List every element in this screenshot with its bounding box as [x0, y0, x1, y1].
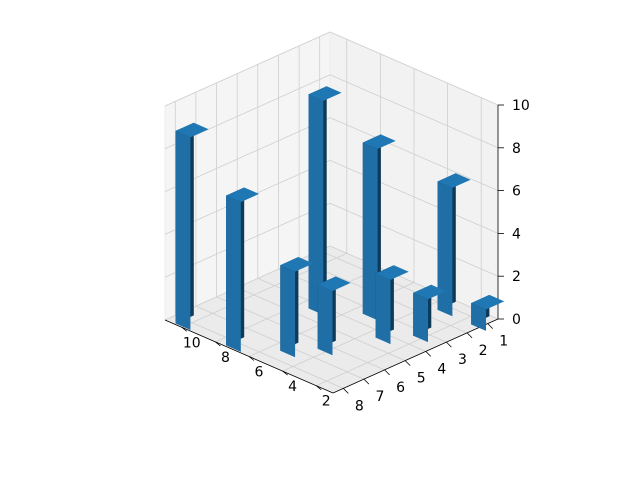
- bar: [437, 173, 471, 317]
- z-axis-tick-label: 4: [512, 226, 521, 242]
- bar-top-face: [308, 86, 342, 101]
- z-axis-tick-label: 0: [512, 312, 521, 328]
- grid-line: [175, 315, 344, 389]
- bar-top-face: [280, 257, 314, 272]
- bar: [362, 134, 396, 321]
- right-axis-tick-label: 3: [458, 352, 467, 368]
- grid-line: [164, 31, 331, 107]
- tick-mark: [425, 351, 432, 357]
- bar-front-face: [226, 195, 241, 352]
- tick-mark: [181, 326, 188, 332]
- bar-front-face: [280, 265, 296, 358]
- left-axis-tick-label: 2: [322, 394, 331, 410]
- bar-top-face: [437, 173, 471, 188]
- z-axis-tick-label: 2: [512, 269, 521, 285]
- bar-front-face: [308, 94, 324, 315]
- bar: [280, 257, 314, 358]
- bar-front-face: [362, 142, 378, 321]
- bar: [413, 284, 447, 343]
- grid-line: [329, 245, 499, 320]
- tick-mark: [315, 385, 322, 391]
- tick-mark: [487, 323, 493, 329]
- grid-line: [319, 250, 488, 324]
- bars: [175, 86, 505, 358]
- grid-line: [329, 74, 499, 149]
- right-axis-tick-label: 7: [375, 389, 384, 405]
- z-axis-tick-label: 8: [512, 141, 521, 157]
- tick-mark: [446, 341, 452, 348]
- z-axis-tick-label: 6: [512, 184, 521, 200]
- bar: [226, 187, 259, 352]
- bar: [471, 294, 505, 331]
- left-axis-tick-label: 10: [183, 335, 201, 351]
- grid-line: [329, 31, 499, 106]
- tick-mark: [384, 369, 390, 376]
- axis-lines: [164, 104, 504, 394]
- bar-top-face: [471, 294, 505, 310]
- right-axis-line: [332, 318, 499, 394]
- grid-line: [216, 296, 385, 371]
- right-axis-tick-label: 2: [479, 343, 488, 359]
- bar: [317, 276, 351, 356]
- bar: [375, 265, 409, 345]
- bar-top-face: [175, 122, 209, 138]
- tick-mark: [282, 370, 288, 376]
- right-axis-tick-label: 6: [396, 380, 405, 396]
- grid-line: [329, 202, 499, 277]
- bar-top-face: [375, 265, 409, 280]
- tick-mark: [248, 356, 255, 361]
- tick-mark: [363, 378, 370, 385]
- grid-line: [316, 311, 482, 387]
- left-axis-tick-label: 6: [255, 365, 264, 381]
- bar-front-face: [375, 273, 391, 345]
- tick-mark: [343, 388, 349, 394]
- bar-front-face: [437, 181, 453, 317]
- tick-mark: [215, 341, 221, 347]
- bar-front-face: [413, 292, 428, 343]
- right-axis-tick-label: 1: [499, 334, 508, 350]
- bar-top-face: [362, 134, 396, 149]
- right-axis-tick-label: 5: [417, 371, 426, 387]
- right-axis-tick-label: 8: [355, 398, 364, 414]
- left-axis-tick-label: 8: [221, 350, 230, 366]
- right-axis-tick-label: 4: [437, 361, 446, 377]
- tick-mark: [404, 360, 411, 366]
- bar-top-face: [413, 284, 447, 300]
- bar-top-face: [226, 187, 259, 203]
- bar: [308, 86, 342, 315]
- bar-front-face: [175, 130, 191, 330]
- grid-line: [195, 305, 365, 380]
- bar-front-face: [317, 284, 333, 356]
- grid-line: [329, 160, 499, 234]
- bar-front-face: [471, 303, 486, 331]
- bar: [175, 122, 209, 330]
- left-axis-tick-label: 4: [288, 379, 297, 395]
- grid-line: [329, 117, 499, 191]
- tick-mark: [466, 332, 473, 339]
- z-axis-tick-label: 10: [512, 98, 530, 114]
- bar-top-face: [317, 276, 351, 292]
